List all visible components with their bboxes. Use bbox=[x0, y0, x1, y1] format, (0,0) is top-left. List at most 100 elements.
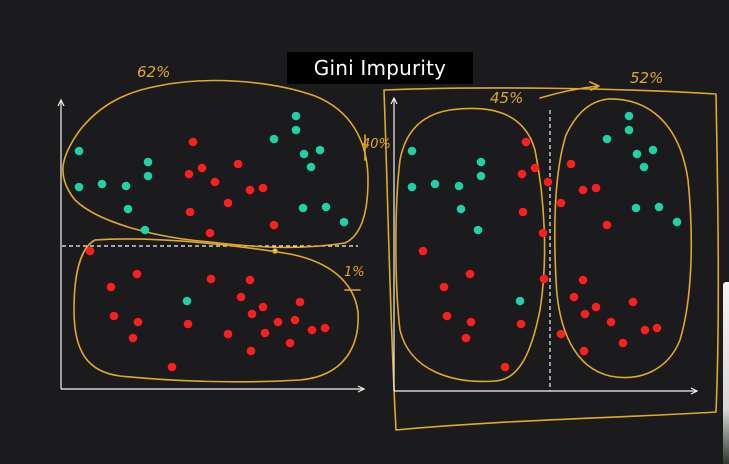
left-bottom-region-outline bbox=[73, 238, 359, 383]
red-point bbox=[223, 329, 233, 339]
green-point bbox=[291, 111, 301, 121]
green-point bbox=[654, 202, 664, 212]
green-point bbox=[306, 162, 316, 172]
red-point bbox=[556, 329, 566, 339]
arrow-head-icon bbox=[57, 98, 65, 107]
red-point bbox=[258, 302, 268, 312]
red-point bbox=[569, 292, 579, 302]
left-top-annotation: 62% bbox=[137, 63, 170, 81]
right-red-points bbox=[418, 137, 662, 372]
green-point bbox=[123, 204, 133, 214]
red-point bbox=[245, 275, 255, 285]
red-point bbox=[618, 338, 628, 348]
red-point bbox=[133, 317, 143, 327]
red-point bbox=[285, 338, 295, 348]
green-point bbox=[454, 181, 464, 191]
red-point bbox=[223, 198, 233, 208]
red-point bbox=[606, 317, 616, 327]
right-left-annotation: 45% bbox=[490, 89, 523, 107]
green-point bbox=[298, 203, 308, 213]
right-right-region-outline bbox=[553, 98, 693, 379]
green-point bbox=[672, 217, 682, 227]
red-point bbox=[591, 183, 601, 193]
red-point bbox=[578, 185, 588, 195]
red-point bbox=[128, 333, 138, 343]
green-point bbox=[74, 182, 84, 192]
red-point bbox=[556, 198, 566, 208]
left-panel: 62% 40% 1% bbox=[57, 63, 391, 393]
red-point bbox=[260, 328, 270, 338]
green-point bbox=[315, 145, 325, 155]
red-point bbox=[197, 163, 207, 173]
green-point bbox=[182, 296, 192, 306]
red-point bbox=[418, 246, 428, 256]
red-point bbox=[442, 311, 452, 321]
green-point bbox=[624, 111, 634, 121]
red-point bbox=[543, 177, 553, 187]
red-point bbox=[539, 274, 549, 284]
green-point bbox=[476, 157, 486, 167]
green-point bbox=[602, 134, 612, 144]
green-point bbox=[143, 157, 153, 167]
red-point bbox=[233, 159, 243, 169]
right-green-points bbox=[407, 111, 682, 306]
window-edge-object bbox=[723, 282, 729, 464]
red-point bbox=[566, 159, 576, 169]
green-point bbox=[430, 179, 440, 189]
red-point bbox=[188, 137, 198, 147]
red-point bbox=[245, 185, 255, 195]
green-point bbox=[515, 296, 525, 306]
red-point bbox=[247, 309, 257, 319]
red-point bbox=[184, 169, 194, 179]
red-point bbox=[109, 311, 119, 321]
red-point bbox=[183, 319, 193, 329]
red-point bbox=[591, 302, 601, 312]
right-right-annotation: 52% bbox=[630, 69, 663, 87]
green-point bbox=[624, 125, 634, 135]
green-point bbox=[339, 217, 349, 227]
red-point bbox=[246, 346, 256, 356]
red-point bbox=[167, 362, 177, 372]
red-point bbox=[517, 169, 527, 179]
red-point bbox=[466, 317, 476, 327]
red-point bbox=[580, 309, 590, 319]
green-point bbox=[269, 134, 279, 144]
red-point bbox=[206, 274, 216, 284]
red-point bbox=[518, 207, 528, 217]
green-point bbox=[407, 146, 417, 156]
green-point bbox=[476, 171, 486, 181]
green-point bbox=[639, 162, 649, 172]
green-point bbox=[456, 204, 466, 214]
green-point bbox=[407, 182, 417, 192]
title-banner: Gini Impurity bbox=[287, 52, 473, 84]
red-point bbox=[258, 183, 268, 193]
green-point bbox=[631, 203, 641, 213]
right-arrow-icon bbox=[539, 81, 600, 99]
red-point bbox=[628, 297, 638, 307]
red-point bbox=[185, 207, 195, 217]
red-point bbox=[461, 333, 471, 343]
green-point bbox=[473, 225, 483, 235]
green-point bbox=[632, 149, 642, 159]
green-point bbox=[291, 125, 301, 135]
red-point bbox=[538, 228, 548, 238]
red-point bbox=[465, 269, 475, 279]
left-green-points bbox=[74, 111, 349, 306]
red-point bbox=[439, 282, 449, 292]
green-point bbox=[121, 181, 131, 191]
green-point bbox=[321, 202, 331, 212]
right-left-region-outline bbox=[395, 107, 546, 383]
right-panel: 45% 52% bbox=[383, 69, 720, 431]
green-point bbox=[299, 149, 309, 159]
red-point bbox=[578, 275, 588, 285]
red-point bbox=[295, 297, 305, 307]
red-point bbox=[521, 137, 531, 147]
arrow-head-icon bbox=[390, 96, 398, 105]
red-point bbox=[530, 163, 540, 173]
red-point bbox=[290, 315, 300, 325]
red-point bbox=[579, 346, 589, 356]
red-point bbox=[652, 323, 662, 333]
red-point bbox=[85, 246, 95, 256]
